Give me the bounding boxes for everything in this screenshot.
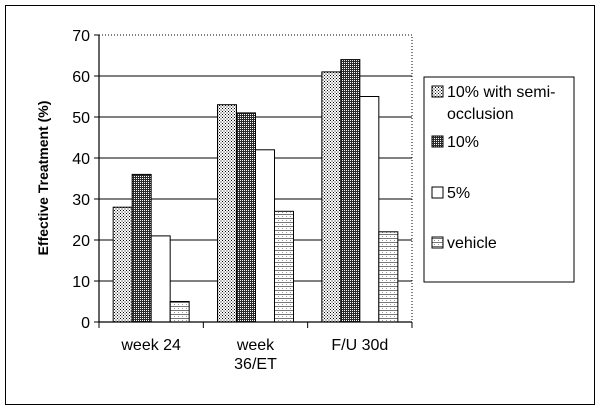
y-axis-label: Effective Treatment (%) [35, 101, 51, 256]
y-tick-label: 70 [72, 28, 90, 45]
bar-3-week-36-et [256, 150, 275, 322]
bar-4-week-36-et [275, 211, 294, 322]
bar-chart: 010203040506070 week 24week36/ETF/U 30d … [6, 6, 594, 404]
x-tick-label: F/U 30d [331, 337, 388, 354]
bar-1-week-36-et [218, 105, 237, 322]
chart-frame: 010203040506070 week 24week36/ETF/U 30d … [5, 5, 595, 405]
y-tick-label: 0 [81, 315, 90, 332]
y-tick-label: 40 [72, 151, 90, 168]
bar-1-week-24 [113, 207, 132, 322]
bar-1-f-u-30d [322, 72, 341, 322]
legend-label: 5% [447, 185, 470, 202]
bar-2-f-u-30d [341, 60, 360, 322]
legend-label: vehicle [447, 235, 497, 252]
bar-4-week-24 [170, 302, 189, 323]
y-tick-label: 20 [72, 233, 90, 250]
bar-4-f-u-30d [379, 232, 398, 322]
bar-2-week-24 [132, 174, 151, 322]
legend-label: 10% [447, 134, 479, 151]
legend-swatch [432, 86, 443, 97]
y-tick-label: 10 [72, 274, 90, 291]
bar-2-week-36-et [237, 113, 256, 322]
x-tick-label: week 24 [120, 337, 181, 354]
y-ticks: 0 10 20 30 40 50 60 70 [72, 28, 99, 332]
bar-3-f-u-30d [360, 97, 379, 323]
y-tick-label: 60 [72, 69, 90, 86]
y-tick-label: 30 [72, 192, 90, 209]
legend-swatch [432, 187, 443, 198]
y-tick-label: 50 [72, 110, 90, 127]
bar-3-week-24 [151, 236, 170, 322]
legend-swatch [432, 237, 443, 248]
x-ticks: week 24 week36/ET F/U 30d [99, 322, 412, 373]
x-tick-label: week36/ET [234, 337, 277, 373]
legend-swatch [432, 136, 443, 147]
